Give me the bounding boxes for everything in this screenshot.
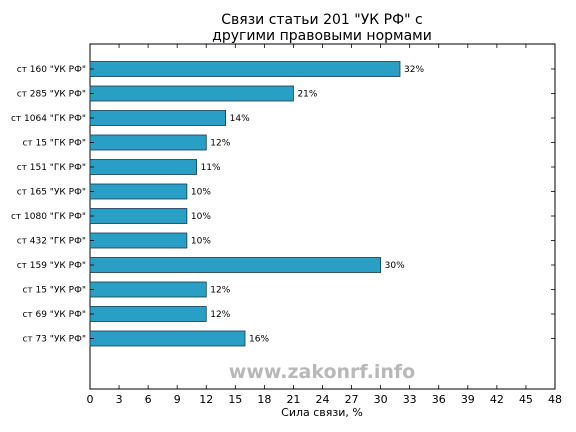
y-axis-ticks: ст 160 "УК РФ" ст 285 "УК РФ" ст 1064 "ГК … [11, 65, 555, 345]
x-tick-label: 9 [174, 393, 181, 406]
y-tick-label: ст 69 "УК РФ" [22, 310, 86, 320]
bar-data-label: 21% [297, 90, 317, 100]
bar [89, 85, 294, 102]
x-tick-label: 48 [548, 393, 562, 406]
bars-group: 32% 21% 14% 12% 11% 10% 10% 10% 30% 12% 12% 16% [89, 61, 424, 347]
y-tick-label: ст 1064 "ГК РФ" [11, 114, 86, 124]
x-tick-label: 0 [87, 393, 94, 406]
x-tick-label: 27 [345, 393, 359, 406]
bar [89, 208, 188, 224]
bar-data-label: 14% [230, 114, 250, 124]
x-tick-label: 3 [116, 393, 123, 406]
bar [89, 159, 197, 175]
y-tick-label: ст 73 "УК РФ" [22, 335, 86, 345]
x-tick-label: 33 [403, 393, 417, 406]
x-tick-label: 24 [316, 393, 330, 406]
y-tick-label: ст 151 "ГК РФ" [17, 163, 86, 173]
bar [89, 232, 188, 249]
x-tick-label: 21 [286, 393, 300, 406]
y-tick-label: ст 15 "ГК РФ" [22, 139, 86, 149]
bar [89, 110, 227, 126]
bar [89, 134, 207, 151]
x-tick-label: 45 [519, 393, 533, 406]
bar [89, 61, 401, 77]
x-axis-ticks: 0 3 6 9 12 15 18 21 24 27 30 33 36 39 42 45 48 [87, 44, 562, 406]
bar-data-label: 16% [249, 335, 269, 345]
chart-title-line-2: другими правовыми нормами [212, 28, 432, 44]
bar-data-label: 30% [385, 261, 405, 271]
bar [89, 281, 207, 298]
y-tick-label: ст 165 "УК РФ" [17, 188, 86, 198]
bar-data-label: 11% [201, 163, 221, 173]
y-tick-label: ст 1080 "ГК РФ" [11, 212, 86, 222]
x-tick-label: 6 [145, 393, 152, 406]
y-tick-label: ст 285 "УК РФ" [17, 90, 86, 100]
bar-data-label: 32% [404, 65, 424, 75]
x-tick-label: 42 [490, 393, 504, 406]
bar-data-label: 10% [191, 212, 211, 222]
bar [89, 330, 246, 347]
x-tick-label: 18 [257, 393, 271, 406]
bar-data-label: 12% [210, 286, 230, 296]
x-axis-label: Сила связи, % [281, 406, 363, 419]
y-tick-label: ст 15 "УК РФ" [22, 286, 86, 296]
x-tick-label: 15 [228, 393, 242, 406]
bar-data-label: 10% [191, 237, 211, 247]
x-tick-label: 39 [461, 393, 475, 406]
bar-data-label: 12% [210, 310, 230, 320]
watermark-text: www.zakonrf.info [229, 361, 415, 383]
bar [89, 306, 207, 322]
bar [89, 257, 382, 273]
x-tick-label: 12 [199, 393, 213, 406]
y-tick-label: ст 160 "УК РФ" [17, 65, 86, 75]
y-tick-label: ст 432 "ГК РФ" [17, 237, 86, 247]
chart-title-line-1: Связи статьи 201 "УК РФ" с [221, 12, 422, 28]
bar-data-label: 10% [191, 188, 211, 198]
y-tick-label: ст 159 "УК РФ" [17, 261, 86, 271]
x-tick-label: 36 [432, 393, 446, 406]
bar [89, 183, 188, 200]
bar-data-label: 12% [210, 139, 230, 149]
x-tick-label: 30 [374, 393, 388, 406]
